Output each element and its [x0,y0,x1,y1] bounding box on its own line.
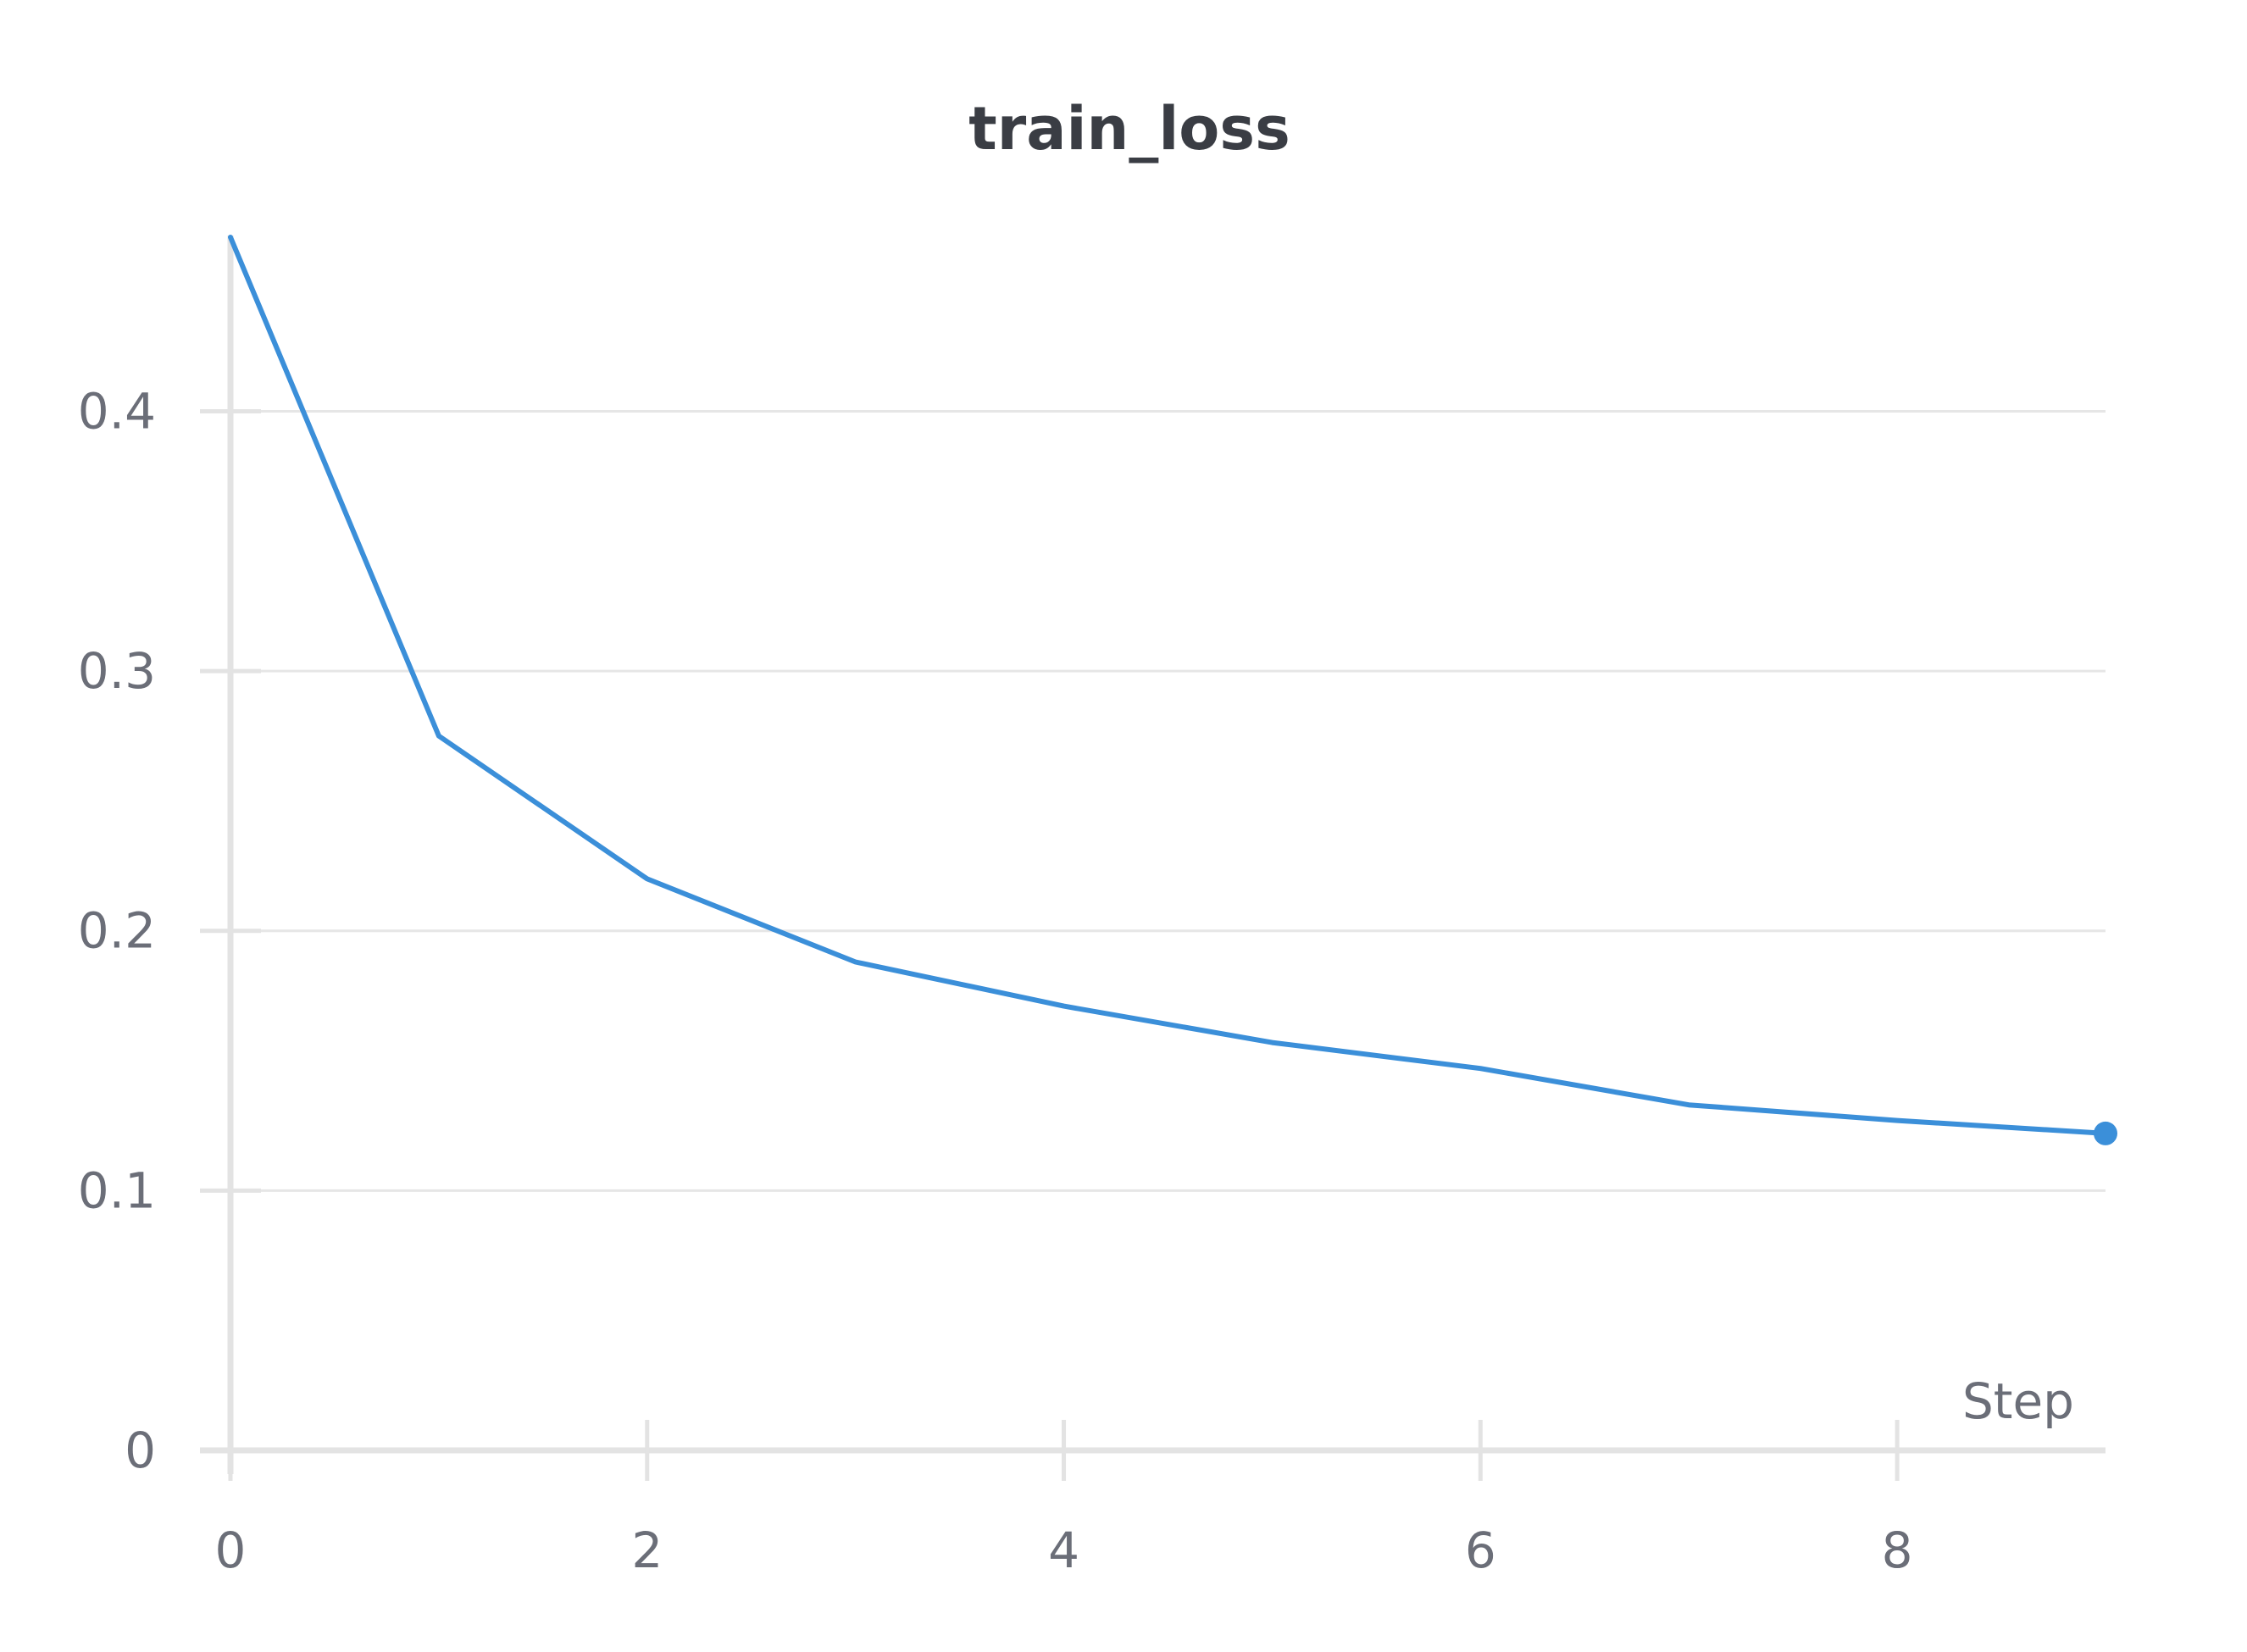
series-layer [228,235,2117,1145]
x-tick-label: 2 [631,1522,663,1579]
x-tick-label: 0 [215,1522,247,1579]
x-tick-label: 6 [1465,1522,1496,1579]
x-tick-label: 8 [1882,1522,1913,1579]
y-tick-label: 0.2 [78,902,156,960]
x-tick-label: 4 [1048,1522,1079,1579]
y-tick-label: 0.4 [78,382,156,440]
y-tick-label: 0 [125,1422,156,1479]
series-line [228,235,2108,1136]
grid-lines [230,409,2106,1192]
axes [200,236,2106,1481]
chart-title: train_loss [968,94,1290,164]
y-tick-label: 0.3 [78,642,156,700]
tick-labels: 0 0.1 0.2 0.3 0.4 0 2 4 6 8 [78,382,1913,1579]
last-point-marker [2094,1121,2117,1145]
y-tick-label: 0.1 [78,1161,156,1219]
x-axis-label: Step [1962,1372,2074,1430]
